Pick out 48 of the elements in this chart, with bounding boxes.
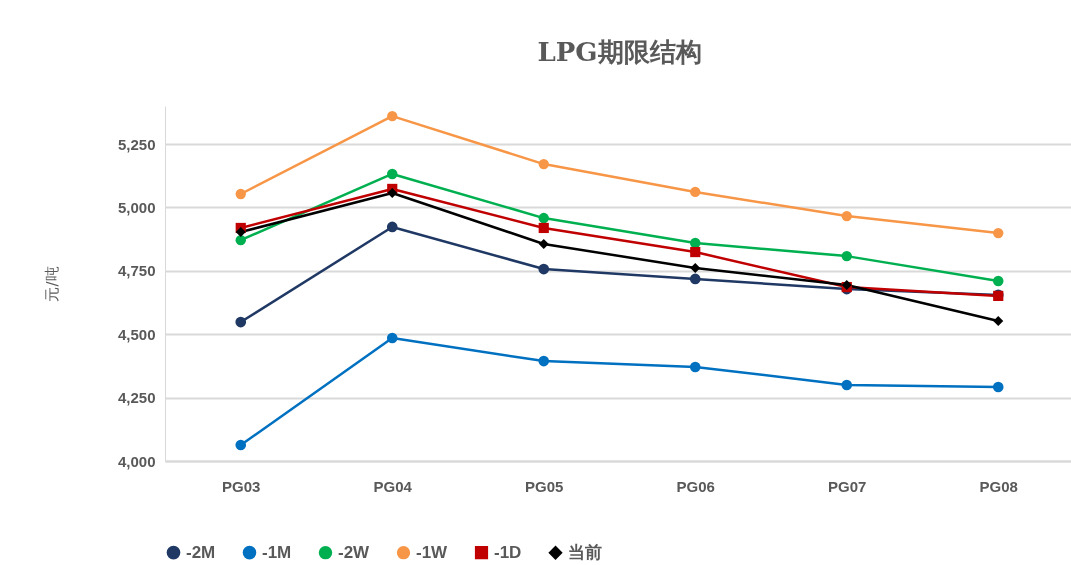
point (386, 332, 398, 344)
legend-label: -1M (262, 542, 292, 562)
point (690, 263, 701, 274)
x-tick-label: PG04 (373, 477, 413, 495)
point (690, 246, 701, 258)
chart-title: LPG期限结构 (537, 37, 702, 67)
y-axis-title: 元/吨 (42, 266, 61, 302)
point (235, 439, 247, 451)
point (538, 158, 549, 170)
x-tick-label: PG07 (828, 477, 867, 495)
point (386, 221, 398, 233)
point (993, 275, 1004, 287)
legend-label: -2M (186, 542, 216, 562)
point (841, 379, 853, 391)
x-tick-label: PG08 (979, 477, 1018, 495)
y-tick-label: 5,000 (117, 198, 156, 216)
point (841, 210, 852, 222)
x-tick-label: PG06 (676, 477, 715, 495)
point (689, 273, 701, 285)
point (235, 316, 247, 328)
y-tick-label: 4,000 (117, 452, 156, 470)
point (689, 361, 701, 373)
x-tick-label: PG05 (525, 477, 564, 495)
point (387, 110, 398, 122)
y-tick-label: 4,750 (117, 262, 156, 280)
point (538, 222, 549, 234)
point (235, 227, 246, 238)
legend-label: -1D (494, 542, 522, 562)
point (993, 316, 1004, 327)
point (538, 212, 549, 224)
point (387, 187, 398, 198)
point (235, 234, 246, 246)
point (993, 227, 1004, 239)
point (538, 263, 550, 275)
y-tick-label: 5,250 (117, 135, 156, 153)
y-tick-label: 4,500 (117, 325, 156, 343)
point (387, 168, 398, 180)
point (690, 186, 701, 198)
y-tick-label: 4,250 (117, 389, 156, 407)
point (992, 381, 1004, 393)
point (538, 238, 549, 249)
legend-label: -2W (338, 542, 371, 562)
point (538, 355, 550, 367)
point (841, 250, 852, 262)
point (235, 188, 246, 200)
x-tick-label: PG03 (222, 477, 261, 495)
legend-label: 当前 (568, 542, 602, 562)
legend-label: -1W (416, 542, 449, 562)
